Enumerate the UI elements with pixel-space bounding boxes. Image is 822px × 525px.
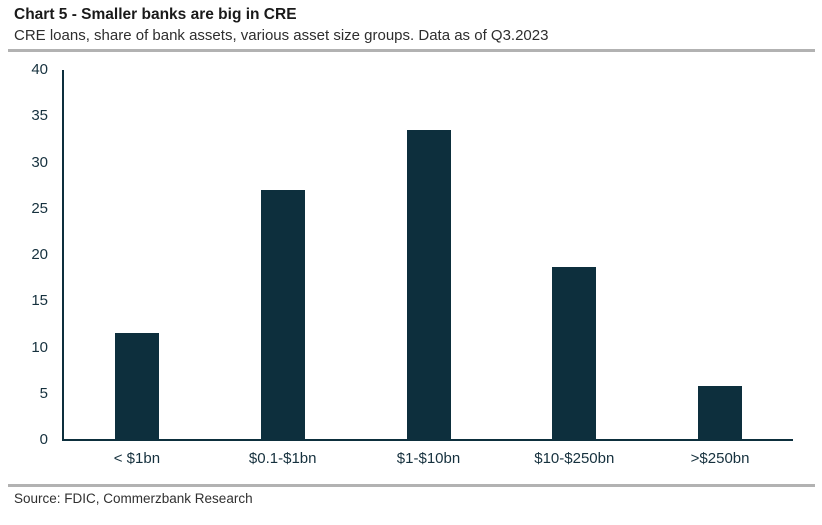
- y-tick-label: 15: [31, 292, 48, 310]
- x-axis: < $1bn $0.1-$1bn $1-$10bn $10-$250bn >$250bn: [64, 450, 793, 470]
- y-axis: 0 5 10 15 20 25 30 35 40: [0, 61, 52, 448]
- chart-subtitle: CRE loans, share of bank assets, various…: [14, 27, 549, 44]
- bottom-divider: [8, 484, 815, 487]
- x-tick-label: $1-$10bn: [396, 450, 461, 467]
- y-tick-label: 30: [31, 153, 48, 171]
- y-tick-label: 5: [39, 384, 48, 402]
- bar-$0.1-$1bn: [260, 189, 305, 439]
- x-tick-label: >$250bn: [690, 450, 750, 467]
- bar-$10-$250bn: [552, 267, 597, 439]
- bar-< $1bn: [114, 332, 159, 439]
- y-tick-label: 35: [31, 107, 48, 125]
- chart-title: Chart 5 - Smaller banks are big in CRE: [14, 6, 297, 23]
- x-tick-label: $0.1-$1bn: [248, 450, 317, 467]
- y-tick-label: 40: [31, 61, 48, 78]
- x-tick-label: < $1bn: [113, 450, 161, 467]
- x-tick-label: $10-$250bn: [534, 450, 615, 467]
- y-tick-label: 10: [31, 338, 48, 356]
- top-divider: [8, 49, 815, 52]
- source-note: Source: FDIC, Commerzbank Research: [14, 491, 253, 506]
- y-tick-label: 0: [39, 431, 48, 448]
- bar-$1-$10bn: [406, 129, 451, 439]
- plot-area: [62, 70, 793, 441]
- y-tick-label: 20: [31, 246, 48, 263]
- bar->$250bn: [698, 385, 743, 439]
- y-tick-label: 25: [31, 199, 48, 217]
